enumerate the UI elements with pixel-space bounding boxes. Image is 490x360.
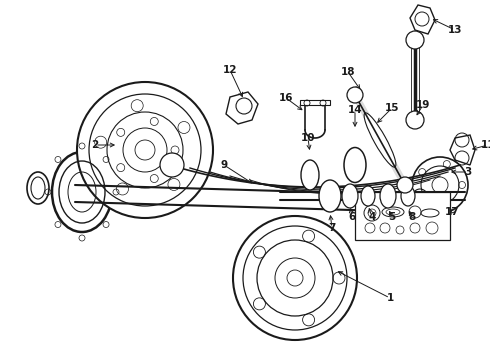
Text: 8: 8 [408, 212, 416, 222]
Text: 5: 5 [389, 212, 395, 222]
Circle shape [236, 98, 252, 114]
Circle shape [406, 31, 424, 49]
Text: 10: 10 [301, 133, 315, 143]
Text: 16: 16 [279, 93, 293, 103]
Ellipse shape [342, 184, 358, 208]
Text: 14: 14 [348, 105, 362, 115]
Text: 15: 15 [385, 103, 399, 113]
Circle shape [397, 177, 413, 193]
Polygon shape [226, 92, 258, 124]
Text: 7: 7 [328, 223, 336, 233]
Text: 19: 19 [416, 100, 430, 110]
Circle shape [233, 216, 357, 340]
Ellipse shape [52, 152, 112, 232]
Text: 1: 1 [387, 293, 393, 303]
Circle shape [412, 157, 468, 213]
Text: 9: 9 [220, 160, 227, 170]
Text: 12: 12 [223, 65, 237, 75]
Circle shape [77, 82, 213, 218]
Text: 18: 18 [341, 67, 355, 77]
Ellipse shape [301, 160, 319, 190]
Text: 13: 13 [448, 25, 462, 35]
Text: 3: 3 [465, 167, 472, 177]
Bar [355, 192, 450, 240]
Text: 17: 17 [445, 207, 459, 217]
Ellipse shape [401, 186, 415, 206]
Ellipse shape [406, 183, 434, 223]
Text: 4: 4 [368, 212, 376, 222]
Text: 11: 11 [481, 140, 490, 150]
Circle shape [160, 153, 184, 177]
Ellipse shape [344, 148, 366, 183]
Polygon shape [410, 5, 435, 34]
Polygon shape [450, 135, 475, 165]
Circle shape [347, 87, 363, 103]
Circle shape [406, 111, 424, 129]
Polygon shape [300, 100, 330, 105]
Ellipse shape [364, 113, 396, 167]
Text: 2: 2 [91, 140, 98, 150]
Ellipse shape [319, 180, 341, 212]
Ellipse shape [361, 186, 375, 206]
Ellipse shape [27, 172, 49, 204]
Ellipse shape [380, 184, 396, 208]
Text: 6: 6 [348, 212, 356, 222]
